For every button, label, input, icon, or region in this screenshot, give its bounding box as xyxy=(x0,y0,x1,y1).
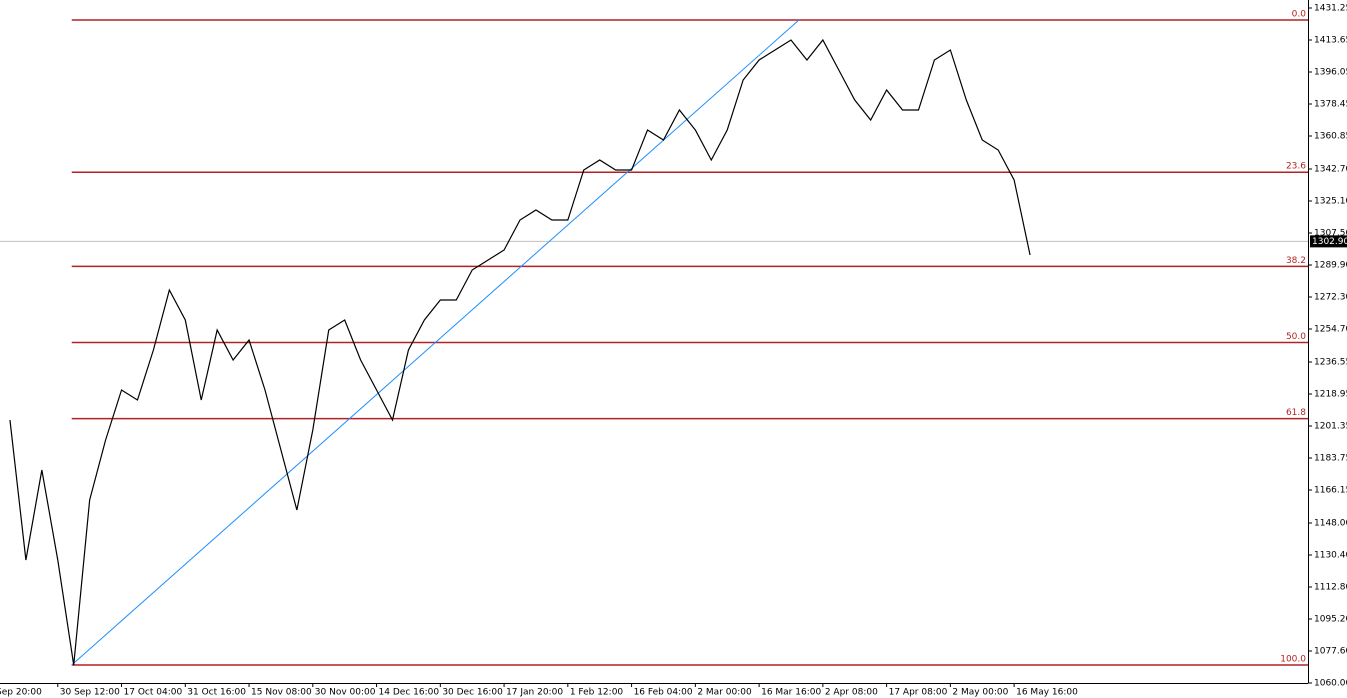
x-tick-label: 30 Nov 00:00 xyxy=(315,688,376,698)
x-tick-label: 16 Feb 04:00 xyxy=(634,688,693,698)
fib-level-label: 23.6 xyxy=(1286,162,1306,172)
y-tick-label: 1272.30 xyxy=(1314,293,1347,303)
x-tick-label: 30 Dec 16:00 xyxy=(442,688,503,698)
y-tick-label: 1378.45 xyxy=(1314,100,1347,110)
y-tick-label: 1307.50 xyxy=(1314,229,1347,239)
y-tick-label: 1077.60 xyxy=(1314,647,1347,657)
fib-level-label: 38.2 xyxy=(1286,256,1306,266)
x-tick-label: 16 May 16:00 xyxy=(1016,688,1078,698)
last-price-label: 1302.90 xyxy=(1312,237,1347,247)
y-tick-label: 1166.15 xyxy=(1314,486,1347,496)
y-tick-label: 1254.70 xyxy=(1314,325,1347,335)
x-tick-label: 2 Mar 00:00 xyxy=(697,688,752,698)
x-tick-label: Sep 20:00 xyxy=(0,688,42,698)
y-tick-label: 1360.85 xyxy=(1314,132,1347,142)
trendline xyxy=(71,19,800,666)
y-tick-label: 1201.35 xyxy=(1314,422,1347,432)
y-tick-label: 1236.55 xyxy=(1314,358,1347,368)
x-tick-label: 17 Jan 20:00 xyxy=(506,688,563,698)
fib-level-label: 100.0 xyxy=(1280,655,1306,665)
y-tick-label: 1183.75 xyxy=(1314,454,1347,464)
fib-level-label: 50.0 xyxy=(1286,332,1306,342)
x-tick-label: 16 Mar 16:00 xyxy=(761,688,821,698)
y-tick-label: 1289.90 xyxy=(1314,261,1347,271)
y-tick-label: 1396.05 xyxy=(1314,68,1347,78)
x-tick-label: 2 May 00:00 xyxy=(952,688,1008,698)
y-tick-label: 1218.95 xyxy=(1314,390,1347,400)
last-price-box xyxy=(1310,235,1347,248)
x-tick-label: 2 Apr 08:00 xyxy=(825,688,878,698)
x-tick-label: 31 Oct 16:00 xyxy=(187,688,246,698)
y-tick-label: 1342.70 xyxy=(1314,165,1347,175)
x-tick-label: 30 Sep 12:00 xyxy=(60,688,120,698)
y-tick-label: 1413.65 xyxy=(1314,36,1347,46)
fib-level-label: 0.0 xyxy=(1292,10,1307,20)
x-tick-label: 17 Oct 04:00 xyxy=(124,688,183,698)
y-tick-label: 1130.40 xyxy=(1314,551,1347,561)
y-tick-label: 1431.25 xyxy=(1314,4,1347,14)
y-tick-label: 1095.20 xyxy=(1314,615,1347,625)
y-tick-label: 1148.00 xyxy=(1314,519,1347,529)
x-tick-label: 1 Feb 12:00 xyxy=(570,688,624,698)
fib-level-label: 61.8 xyxy=(1286,408,1306,418)
y-tick-label: 1325.10 xyxy=(1314,197,1347,207)
x-tick-label: 17 Apr 08:00 xyxy=(889,688,948,698)
x-tick-label: 14 Dec 16:00 xyxy=(379,688,440,698)
y-tick-label: 1060.00 xyxy=(1314,679,1347,689)
price-line xyxy=(9,38,1031,666)
x-tick-label: 15 Nov 08:00 xyxy=(251,688,312,698)
y-tick-label: 1112.80 xyxy=(1314,583,1347,593)
